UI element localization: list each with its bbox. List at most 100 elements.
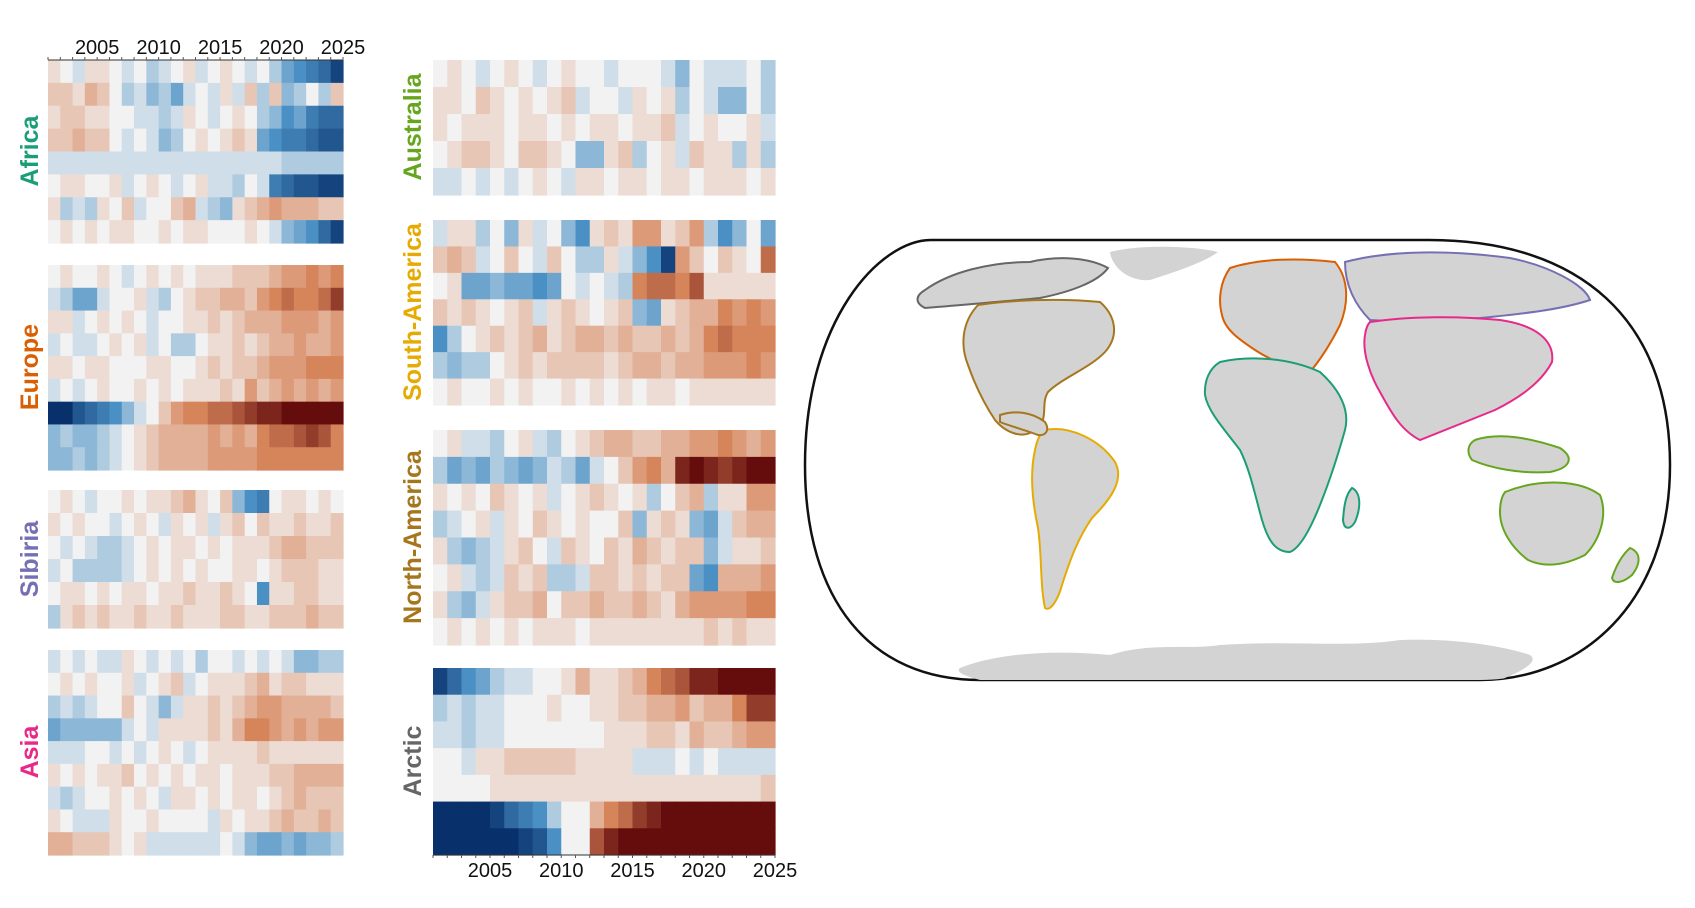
heatmap-cell <box>618 325 634 353</box>
heatmap-cell <box>207 401 221 426</box>
heatmap-cell <box>195 265 209 289</box>
heatmap-cell <box>281 287 295 312</box>
heatmap-cell <box>170 333 184 357</box>
heatmap-cell <box>232 378 246 403</box>
heatmap-cell <box>109 356 123 380</box>
heatmap-cell <box>475 141 491 169</box>
heatmap-cell <box>490 828 505 856</box>
heatmap-cell <box>760 801 776 829</box>
heatmap-cell <box>461 114 477 142</box>
heatmap-cell <box>604 668 619 696</box>
heatmap-cell <box>48 695 61 719</box>
heatmap-cell <box>195 490 209 514</box>
heatmap-cell <box>109 809 123 833</box>
heatmap-cell <box>718 220 733 248</box>
heatmap-cell <box>183 128 197 153</box>
heatmap-cell <box>220 151 233 175</box>
heatmap-cell <box>48 424 61 448</box>
heatmap-cell <box>475 721 491 749</box>
heatmap-cell <box>220 378 233 403</box>
heatmap-cell <box>532 141 548 169</box>
heatmap-cell <box>675 483 691 512</box>
heatmap-cell <box>675 325 691 353</box>
heatmap-cell <box>447 668 463 696</box>
heatmap-cell <box>256 763 270 788</box>
heatmap-cell <box>746 272 762 300</box>
heatmap-cell <box>732 430 748 458</box>
asia-region-outline <box>1363 316 1554 442</box>
heatmap-cell <box>97 424 111 448</box>
heatmap-cell <box>589 694 605 723</box>
heatmap-cell <box>158 809 172 833</box>
greenland-landmass <box>1110 246 1218 281</box>
heatmap-cell <box>72 356 86 380</box>
heatmap-cell <box>60 424 74 448</box>
heatmap-cell <box>703 668 719 696</box>
heatmap-cell <box>318 672 332 697</box>
heatmap-cell <box>84 265 98 289</box>
heatmap-cell <box>618 537 634 565</box>
heatmap-cell <box>60 378 74 403</box>
heatmap-cell <box>134 650 147 674</box>
heatmap-cell <box>461 510 477 539</box>
heatmap-cell <box>97 559 111 583</box>
heatmap-cell <box>60 197 74 221</box>
heatmap-cell <box>158 650 172 674</box>
heatmap-cell <box>158 536 172 560</box>
heatmap-cell <box>433 618 448 646</box>
heatmap-cell <box>547 668 562 696</box>
heatmap-cell <box>661 510 676 539</box>
heatmap-cell <box>244 128 258 153</box>
heatmap-cell <box>461 748 477 776</box>
heatmap-cell <box>195 151 209 175</box>
heatmap-cell <box>618 299 634 327</box>
heatmap-cell <box>195 809 209 833</box>
heatmap-cell <box>146 447 160 471</box>
heatmap-cell <box>604 60 619 88</box>
heatmap-cell <box>575 352 591 380</box>
heatmap-cell <box>244 763 258 788</box>
heatmap-cell <box>84 650 98 674</box>
heatmap-cell <box>84 741 98 765</box>
heatmap-cell <box>306 401 320 426</box>
heatmap-cell <box>318 809 332 833</box>
heatmap-cell <box>293 333 307 357</box>
heatmap-cell <box>475 430 491 458</box>
heatmap-cell <box>689 246 705 274</box>
heatmap-cell <box>632 483 648 512</box>
year-tick-label: 2010 <box>539 860 584 882</box>
heatmap-cell <box>561 774 577 803</box>
heatmap-cell <box>306 60 320 84</box>
heatmap-cell <box>518 430 534 458</box>
heatmap-cell <box>60 582 74 606</box>
heatmap-cell <box>718 114 733 142</box>
heatmap-cell <box>121 265 135 289</box>
heatmap-cell <box>195 287 209 312</box>
heatmap-cell <box>646 801 662 829</box>
heatmap-cell <box>109 82 123 107</box>
heatmap-cell <box>134 605 147 629</box>
heatmap-cell <box>504 774 520 803</box>
heatmap-cell <box>195 695 209 719</box>
heatmap-cell <box>84 809 98 833</box>
heatmap-cell <box>170 513 184 537</box>
heatmap-cell <box>72 559 86 583</box>
heatmap-cell <box>475 114 491 142</box>
heatmap-cell <box>121 424 135 448</box>
heatmap-cell <box>518 748 534 776</box>
heatmap-cell <box>195 401 209 426</box>
heatmap-cell <box>72 650 86 674</box>
heatmap-cell <box>433 87 448 115</box>
heatmap-cell <box>195 832 209 856</box>
heatmap-cell <box>158 718 172 742</box>
heatmap-cell <box>269 447 283 471</box>
heatmap-cell <box>561 114 577 142</box>
heatmap-panel-asia <box>48 650 344 856</box>
heatmap-cell <box>281 672 295 697</box>
heatmap-cell <box>760 694 776 723</box>
heatmap-cell <box>293 447 307 471</box>
heatmap-cell <box>718 378 733 406</box>
heatmap-cell <box>760 537 776 565</box>
heatmap-cell <box>269 672 283 697</box>
